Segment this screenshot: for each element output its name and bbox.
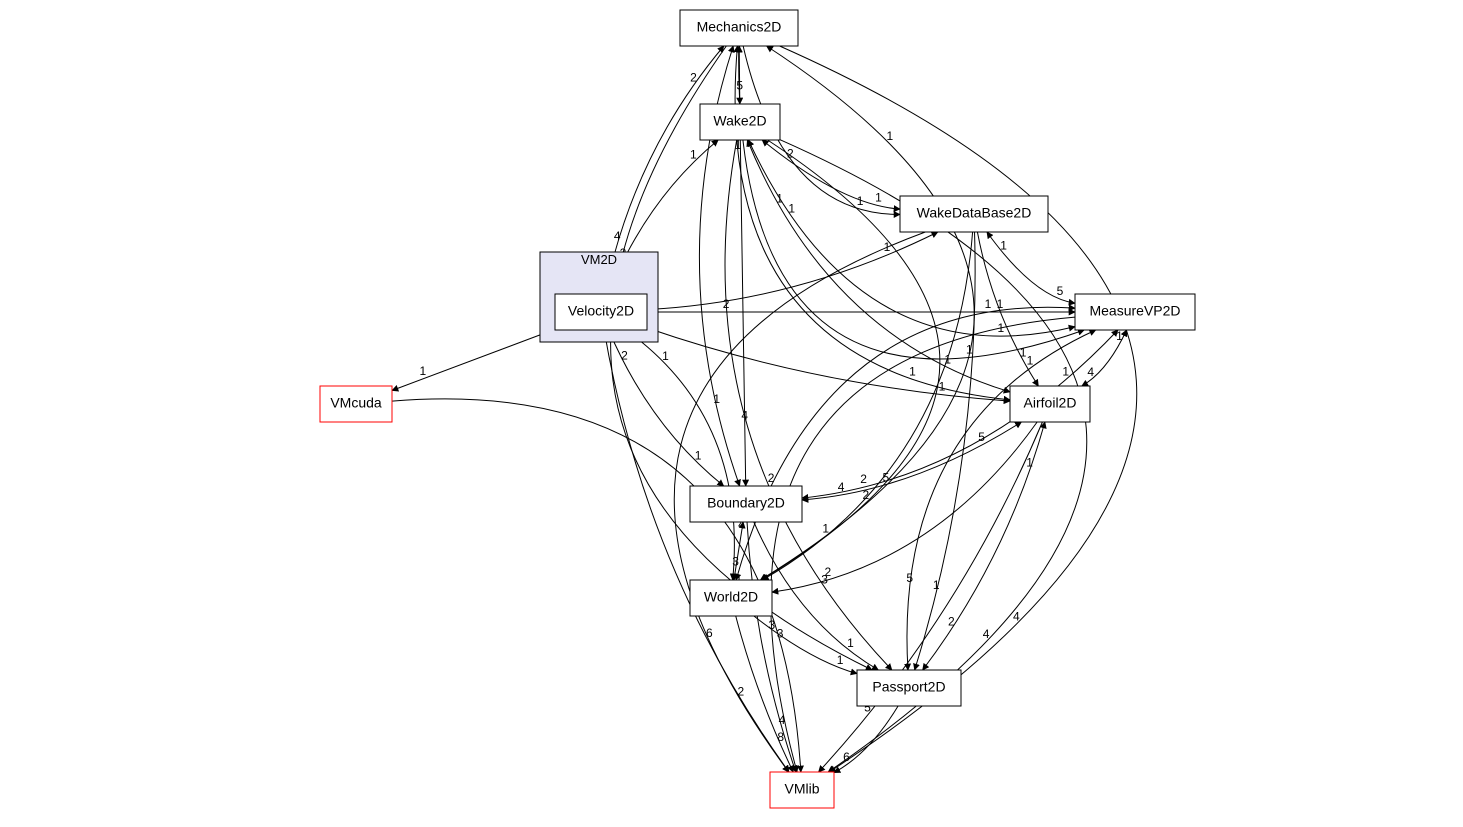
edge-world2d-vmlib [736, 616, 794, 772]
cluster-label: VM2D [581, 252, 617, 267]
edge-label: 4 [779, 713, 786, 727]
edge-label: 1 [1000, 239, 1007, 253]
edge-label: 6 [706, 626, 713, 640]
edge-wake2d-measurevp2d [748, 140, 1075, 336]
edge-velocity2d-airfoil2d [647, 328, 1010, 401]
node-label: VMlib [784, 781, 819, 797]
edge-airfoil2d-vmlib [819, 422, 1043, 772]
edge-label: 5 [978, 430, 985, 444]
edge-label: 2 [948, 614, 955, 628]
edge-velocity2d-vmcuda [392, 329, 555, 390]
node-world2d[interactable]: World2D [690, 580, 772, 616]
edge-label: 4 [838, 480, 845, 494]
edge-label: 1 [1027, 353, 1034, 367]
edge-label: 1 [985, 297, 992, 311]
edge-label: 1 [909, 364, 916, 378]
edge-label: 1 [966, 343, 973, 357]
edge-wakedatabase2d-world2d [762, 232, 972, 580]
dependency-graph: 1241211251121251112115114112411112341511… [0, 0, 1463, 827]
edge-label: 1 [837, 653, 844, 667]
edge-label: 1 [933, 578, 940, 592]
edge-label: 4 [614, 229, 621, 243]
edge-airfoil2d-boundary2d [802, 422, 1021, 500]
edge-measurevp2d-passport2d [907, 330, 1096, 670]
edge-label: 2 [860, 472, 867, 486]
edge-label: 4 [1087, 365, 1094, 379]
edge-label: 6 [843, 750, 850, 764]
edge-label: 1 [788, 202, 795, 216]
edge-label: 5 [906, 571, 913, 585]
node-velocity2d[interactable]: Velocity2D [555, 294, 647, 330]
edge-label: 1 [713, 392, 720, 406]
edge-label: 1 [690, 147, 697, 161]
node-measurevp2d[interactable]: MeasureVP2D [1075, 294, 1195, 330]
edge-label: 1 [887, 129, 894, 143]
edge-label: 3 [732, 555, 739, 569]
node-label: Mechanics2D [697, 19, 782, 35]
edge-label: 1 [822, 521, 829, 535]
node-vmcuda[interactable]: VMcuda [320, 386, 392, 422]
edge-label: 1 [695, 448, 702, 462]
edge-label: 5 [1057, 284, 1064, 298]
node-label: Velocity2D [568, 303, 634, 319]
edge-label: 1 [419, 364, 426, 378]
edge-label: 1 [875, 191, 882, 205]
node-passport2d[interactable]: Passport2D [857, 670, 961, 706]
edge-velocity2d-vmlib [604, 330, 789, 772]
node-wake2d[interactable]: Wake2D [700, 104, 780, 140]
node-label: MeasureVP2D [1089, 303, 1180, 319]
edge-label: 2 [824, 565, 831, 579]
node-mechanics2d[interactable]: Mechanics2D [680, 10, 798, 46]
node-wakedatabase2d[interactable]: WakeDataBase2D [900, 196, 1048, 232]
edge-label: 3 [777, 626, 784, 640]
node-label: WakeDataBase2D [917, 205, 1032, 221]
edge-label: 1 [1062, 365, 1069, 379]
node-airfoil2d[interactable]: Airfoil2D [1010, 386, 1090, 422]
edge-boundary2d-vmlib [747, 522, 796, 772]
node-label: Airfoil2D [1024, 395, 1077, 411]
edge-label: 2 [621, 348, 628, 362]
edge-label: 2 [768, 471, 775, 485]
node-label: Passport2D [872, 679, 945, 695]
edge-label: 1 [939, 380, 946, 394]
edge-label: 2 [690, 70, 697, 84]
edge-label: 5 [736, 79, 743, 93]
edge-label: 8 [777, 730, 784, 744]
edge-label: 1 [847, 636, 854, 650]
edge-label: 1 [662, 349, 669, 363]
node-label: World2D [704, 589, 758, 605]
node-label: VMcuda [330, 395, 382, 411]
edge-label: 4 [983, 627, 990, 641]
node-boundary2d[interactable]: Boundary2D [690, 486, 802, 522]
node-label: Wake2D [713, 113, 766, 129]
node-label: Boundary2D [707, 495, 785, 511]
edge-wakedatabase2d-passport2d [915, 232, 976, 670]
node-vmlib[interactable]: VMlib [770, 772, 834, 808]
